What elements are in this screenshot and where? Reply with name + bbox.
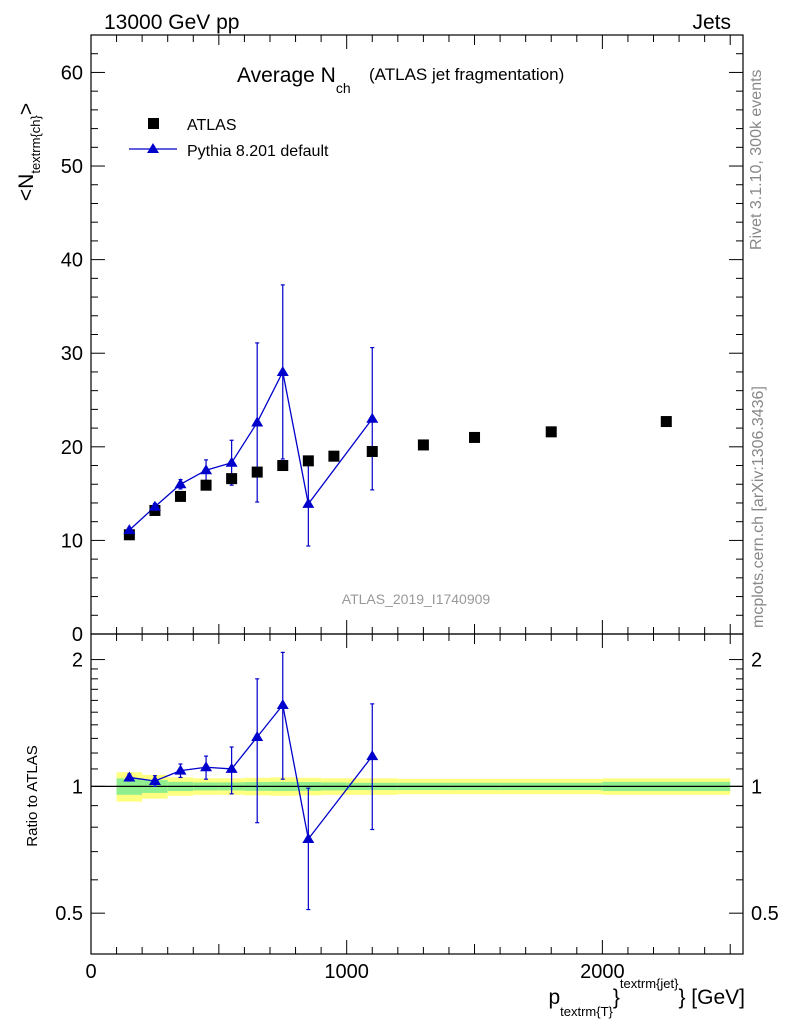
x-axis-label: ptextrm{T}}textrm{jet}} [GeV]	[548, 976, 745, 1019]
legend-data-marker	[148, 118, 159, 129]
legend-data-label: ATLAS	[187, 117, 237, 134]
ratio-data-point	[276, 699, 289, 710]
chart-title: Average Nch	[237, 64, 351, 96]
atlas-data-point	[200, 479, 212, 491]
main-y-axis-label-main: <N	[15, 174, 38, 201]
chart-title-sub: ch	[336, 80, 351, 96]
x-axis-label-sup: textrm{jet}	[620, 976, 679, 991]
ratio-y-tick-label-right: 1	[751, 776, 762, 798]
ratio-ticks: 0.5 0.5 1 1 2 2 0 1000 2000	[55, 634, 779, 983]
mc-data-point	[251, 416, 264, 427]
x-axis-label-main: p	[548, 986, 560, 1009]
ratio-data-point	[123, 771, 136, 782]
ratio-data-point	[225, 762, 238, 773]
main-y-axis-label-end: >	[15, 103, 38, 115]
ratio-frame	[90, 633, 744, 955]
atlas-data-point	[545, 426, 557, 438]
x-axis-label-unit: [GeV]	[691, 986, 745, 1009]
ratio-y-axis-label: Ratio to ATLAS	[24, 745, 41, 846]
main-y-axis-label-sub: textrm{ch}	[28, 114, 43, 173]
chart-title-main: Average N	[237, 64, 336, 87]
mc-data-point	[148, 500, 161, 511]
mc-data-point	[276, 365, 289, 376]
legend-mc-label: Pythia 8.201 default	[187, 143, 329, 160]
mc-data-point	[200, 464, 213, 475]
mc-data-point	[366, 412, 379, 423]
ratio-panel: 0.5 0.51 12 20 1000 2000 Ratio to ATLAS ptext…	[24, 633, 779, 1019]
main-marks	[123, 284, 672, 547]
atlas-data-point	[417, 439, 429, 451]
chart-title-note: (ATLAS jet fragmentation)	[369, 65, 564, 84]
atlas-data-point	[660, 416, 672, 428]
main-panel: 0 10 20 30 40 50 60 Average Nch (ATLAS jet fra…	[15, 34, 744, 646]
main-ticks: 0 10 20 30 40 50 60	[61, 35, 743, 646]
ratio-y-tick-label-right: 0.5	[751, 903, 779, 925]
legend-mc-marker	[147, 143, 159, 153]
main-y-tick-label: 30	[61, 343, 83, 365]
main-y-tick-label: 40	[61, 250, 83, 272]
x-tick-label: 1000	[324, 961, 369, 983]
ratio-data-point	[251, 730, 264, 741]
legend: ATLAS Pythia 8.201 default	[129, 117, 329, 160]
ratio-data-point	[366, 750, 379, 761]
process-label: Jets	[692, 11, 731, 34]
main-y-axis-label: <Ntextrm{ch}>	[15, 103, 43, 201]
x-axis-label-brace-2: }	[678, 986, 691, 1009]
ratio-data-point	[302, 833, 315, 844]
energy-label: 13000 GeV pp	[104, 11, 239, 34]
atlas-data-point	[226, 473, 238, 485]
atlas-data-point	[174, 490, 186, 502]
ratio-series-line	[129, 703, 373, 841]
mc-data-point	[225, 456, 238, 467]
ratio-y-tick-label: 2	[72, 650, 83, 672]
atlas-data-point	[469, 431, 481, 443]
main-y-tick-label: 0	[72, 624, 83, 646]
main-y-tick-label: 50	[61, 156, 83, 178]
ratio-y-tick-label: 1	[72, 776, 83, 798]
ratio-data-point	[174, 764, 187, 775]
atlas-data-point	[277, 460, 289, 472]
x-axis-label-brace: }	[613, 986, 620, 1009]
mc-data-point	[123, 524, 136, 535]
mcplots-label: mcplots.cern.ch [arXiv:1306.3436]	[750, 386, 767, 628]
atlas-data-point	[366, 445, 378, 457]
atlas-data-point	[302, 455, 314, 467]
main-y-tick-label: 10	[61, 530, 83, 552]
atlas-data-point	[123, 529, 135, 541]
ratio-marks	[123, 651, 379, 911]
x-axis-label-sub: textrm{T}	[560, 1004, 613, 1019]
analysis-label: ATLAS_2019_I1740909	[342, 591, 491, 607]
rivet-label: Rivet 3.1.10, 300k events	[748, 69, 765, 250]
ratio-y-tick-label-right: 2	[751, 650, 762, 672]
ratio-y-tick-label: 0.5	[55, 903, 83, 925]
main-y-tick-label: 60	[61, 62, 83, 84]
ratio-band-layer	[91, 772, 743, 802]
x-tick-label: 0	[85, 961, 96, 983]
ratio-data-point	[148, 774, 161, 785]
ratio-data-point	[200, 761, 213, 772]
atlas-data-point	[251, 466, 263, 478]
mc-data-point	[302, 497, 315, 508]
main-y-tick-label: 20	[61, 437, 83, 459]
atlas-data-point	[328, 450, 340, 462]
mc-data-point	[174, 478, 187, 489]
x-tick-label: 2000	[580, 961, 625, 983]
